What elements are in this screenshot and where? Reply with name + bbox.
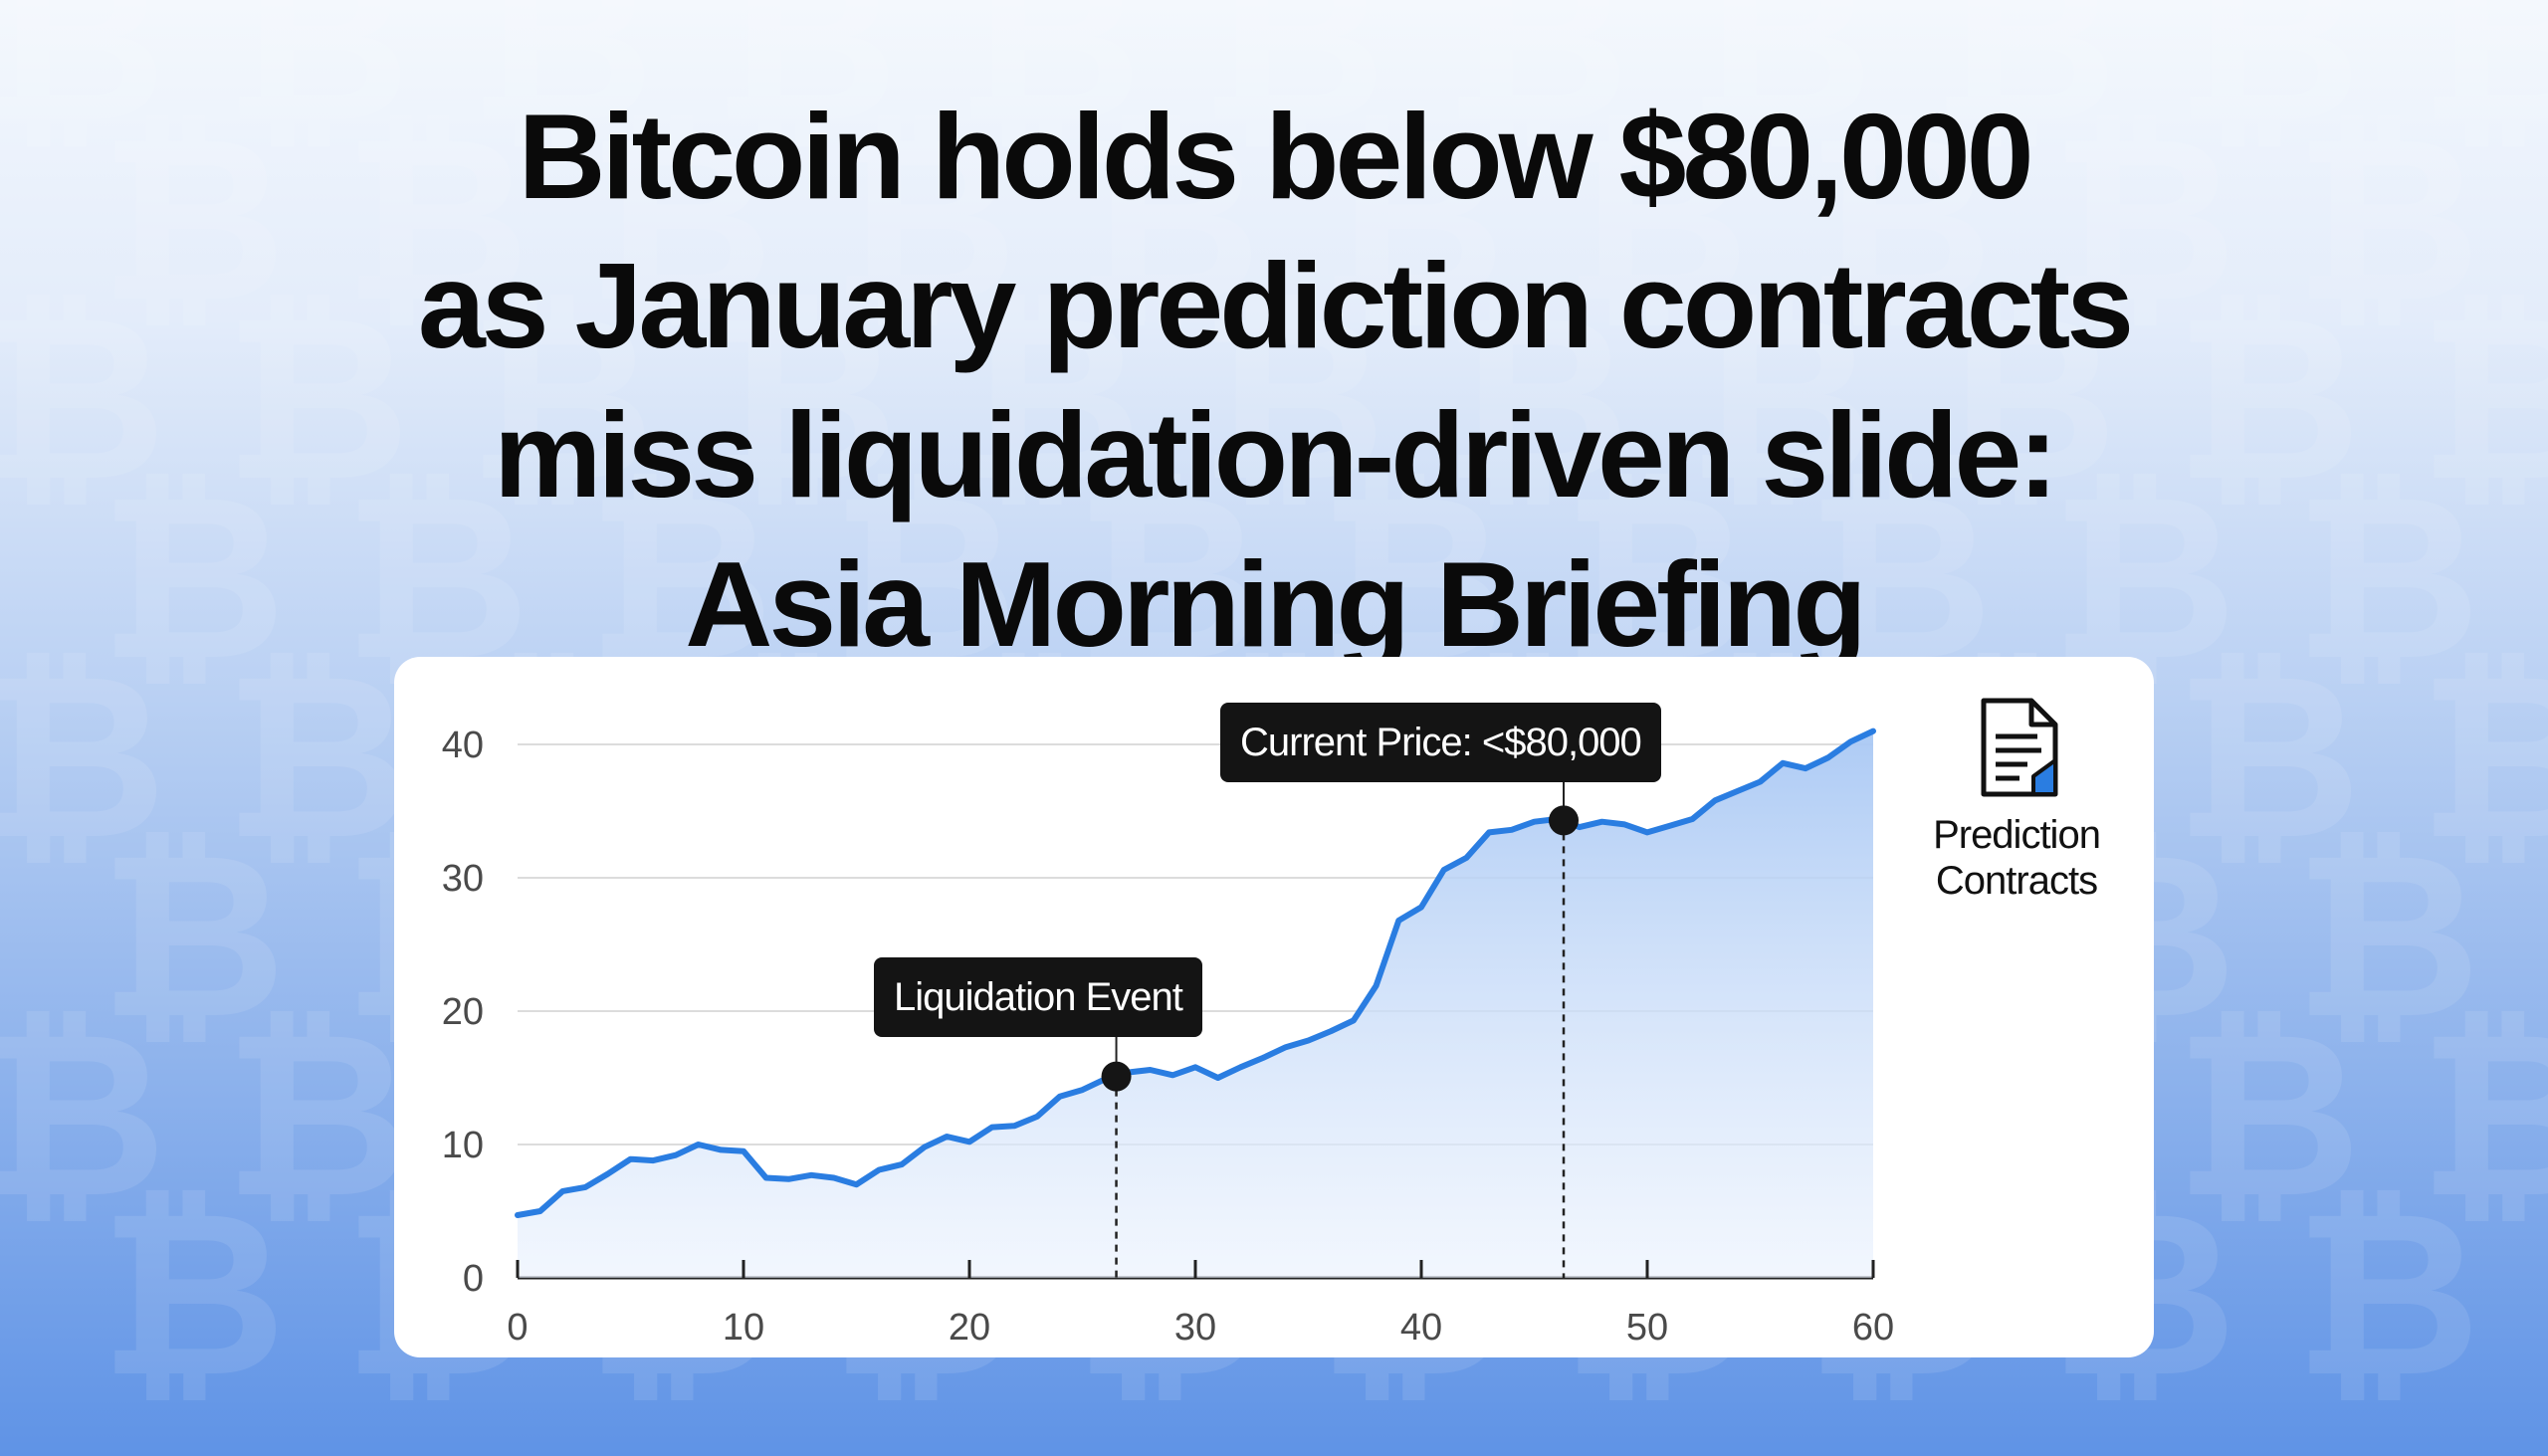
chart-card: 0 10 20 30 40 0 10 20 30 40 50 60 Liquidation Event… (394, 657, 2154, 1357)
headline-line-1: Bitcoin holds below $80,000 (518, 89, 2033, 224)
document-chart-icon (1981, 698, 2058, 797)
x-tick-label: 20 (949, 1307, 990, 1349)
bitcoin-icon: ₿ (2419, 267, 2548, 532)
series-line (515, 728, 1876, 1218)
y-tick-label: 10 (442, 1125, 484, 1166)
callout-liquidation-event: Liquidation Event (874, 957, 1202, 1037)
bitcoin-icon: ₿ (712, 0, 898, 174)
bitcoin-icon: ₿ (2538, 88, 2548, 353)
y-tick-label: 20 (442, 991, 484, 1033)
bitcoin-icon: ₿ (2175, 983, 2361, 1249)
bitcoin-icon: ₿ (2294, 88, 2480, 353)
bitcoin-icon: ₿ (100, 88, 286, 353)
bitcoin-icon: ₿ (2175, 267, 2361, 532)
bitcoin-icon: ₿ (2538, 1162, 2548, 1428)
x-tick-label: 60 (1852, 1307, 1894, 1349)
bitcoin-icon: ₿ (1806, 88, 1993, 353)
headline: Bitcoin holds below $80,000 as January p… (0, 82, 2548, 679)
bitcoin-icon: ₿ (956, 267, 1142, 532)
y-tick-label: 0 (463, 1258, 484, 1300)
bitcoin-icon: ₿ (0, 983, 166, 1249)
bitcoin-icon: ₿ (2294, 804, 2480, 1070)
headline-line-2: as January prediction contracts (417, 238, 2134, 373)
bitcoin-icon: ₿ (1563, 88, 1749, 353)
bitcoin-icon: ₿ (1199, 267, 1385, 532)
bitcoin-icon: ₿ (2294, 1162, 2480, 1428)
x-tick-label: 30 (1174, 1307, 1216, 1349)
bitcoin-icon: ₿ (0, 625, 166, 891)
bitcoin-icon: ₿ (1075, 88, 1261, 353)
bitcoin-icon: ₿ (712, 267, 898, 532)
bitcoin-icon: ₿ (224, 625, 410, 891)
annotation-point (1549, 805, 1580, 836)
y-tick-label: 30 (442, 858, 484, 900)
bitcoin-icon: ₿ (224, 0, 410, 174)
bitcoin-icon: ₿ (2175, 625, 2361, 891)
callout-current-price: Current Price: <$80,000 (1220, 703, 1661, 782)
bitcoin-icon: ₿ (2538, 804, 2548, 1070)
bitcoin-icon: ₿ (587, 88, 773, 353)
bitcoin-icon: ₿ (1687, 267, 1873, 532)
bitcoin-icon: ₿ (468, 267, 654, 532)
bitcoin-icon: ₿ (2050, 88, 2236, 353)
bitcoin-icon: ₿ (468, 0, 654, 174)
series-area (518, 730, 1873, 1278)
bitcoin-icon: ₿ (1443, 267, 1629, 532)
price-chart: 0 10 20 30 40 0 10 20 30 40 50 60 (442, 725, 1894, 1349)
x-tick-label: 40 (1400, 1307, 1442, 1349)
bitcoin-icon: ₿ (2294, 446, 2480, 712)
bitcoin-icon: ₿ (1687, 0, 1873, 174)
bitcoin-icon: ₿ (0, 267, 166, 532)
legend-label-line-2: Contracts (1935, 859, 2098, 903)
bitcoin-icon: ₿ (2175, 0, 2361, 174)
bitcoin-icon: ₿ (1443, 0, 1629, 174)
y-tick-label: 40 (442, 725, 484, 766)
x-tick-label: 50 (1626, 1307, 1668, 1349)
bitcoin-icon: ₿ (1199, 0, 1385, 174)
bitcoin-icon: ₿ (1931, 267, 2117, 532)
bitcoin-icon: ₿ (100, 804, 286, 1070)
bitcoin-icon: ₿ (2419, 625, 2548, 891)
headline-line-4: Asia Morning Briefing (685, 536, 1866, 672)
headline-line-3: miss liquidation-driven slide: (494, 387, 2058, 522)
bitcoin-icon: ₿ (1319, 88, 1505, 353)
bitcoin-icon: ₿ (0, 0, 166, 174)
bitcoin-icon: ₿ (2419, 0, 2548, 174)
legend: Prediction Contracts (1907, 695, 2126, 904)
annotation-point (1101, 1061, 1132, 1092)
bitcoin-icon: ₿ (343, 88, 530, 353)
x-tick-label: 0 (507, 1307, 528, 1349)
bitcoin-icon: ₿ (1931, 0, 2117, 174)
bitcoin-icon: ₿ (100, 446, 286, 712)
bitcoin-icon: ₿ (100, 1162, 286, 1428)
bitcoin-icon: ₿ (831, 88, 1017, 353)
x-tick-label: 10 (723, 1307, 764, 1349)
bitcoin-icon: ₿ (2419, 983, 2548, 1249)
bitcoin-icon: ₿ (224, 983, 410, 1249)
bitcoin-icon: ₿ (956, 0, 1142, 174)
bitcoin-icon: ₿ (2538, 446, 2548, 712)
bitcoin-icon: ₿ (224, 267, 410, 532)
legend-label-line-1: Prediction (1933, 813, 2101, 857)
